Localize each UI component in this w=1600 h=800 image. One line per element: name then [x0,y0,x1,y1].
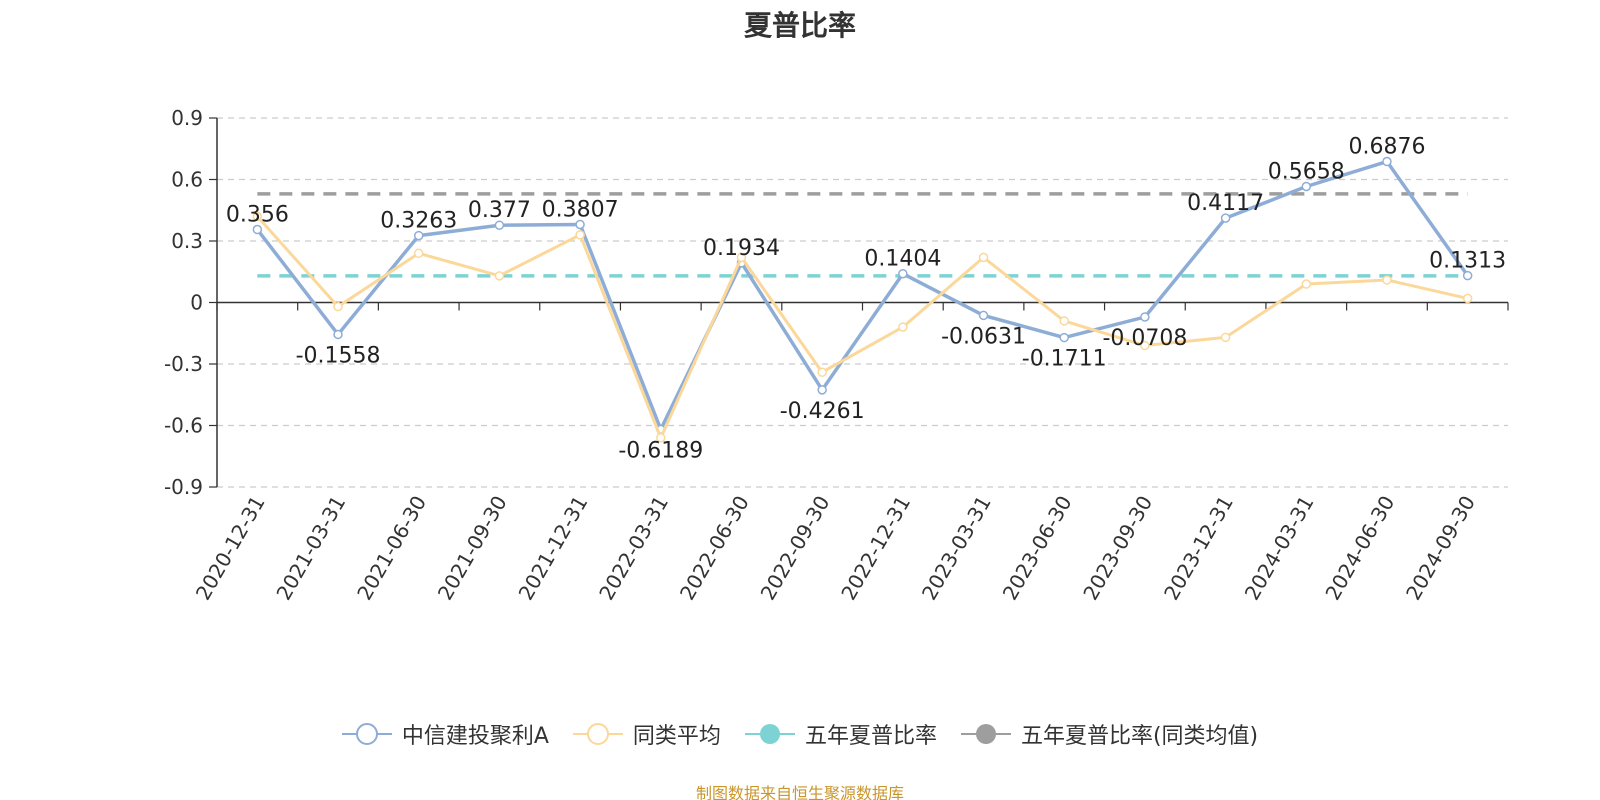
peer-avg-series-point [1382,275,1392,285]
peer-avg-series-point [1462,293,1473,304]
y-tick-label: -0.6 [164,414,203,438]
peer-avg-series-point [413,248,424,259]
peer-avg-series-point [1301,279,1312,289]
fund-series-point [333,329,343,340]
peer-avg-series-point [333,301,343,312]
y-tick-label: 0 [190,291,203,315]
x-tick-label: 2024-09-30 [1401,492,1480,605]
peer-avg-series-point [1220,332,1231,343]
y-tick-label: 0.3 [171,229,203,253]
fund-series-point [1462,270,1473,281]
fund-series-point [575,219,585,230]
data-label: 0.5658 [1268,160,1345,185]
y-tick-label: -0.3 [164,352,203,376]
data-label: -0.4261 [780,399,865,424]
peer-avg-series-point [252,211,263,222]
legend-label-peer-avg: 同类平均 [632,724,721,749]
data-label: 0.1934 [703,236,780,261]
legend-line-circle-icon [341,723,392,745]
y-tick-label: -0.9 [164,475,203,499]
data-label: 0.1404 [864,247,941,272]
fund-series-point [494,220,505,230]
legend: 中信建投聚利A 同类平均 五年夏普比率 五年夏普比率(同类均值) [0,718,1600,750]
x-tick-label: 2022-12-31 [836,492,915,605]
x-tick-label: 2023-12-31 [1159,492,1238,605]
legend-label-five-year-peer: 五年夏普比率(同类均值) [1020,724,1259,749]
legend-item-five-year[interactable]: 五年夏普比率 [744,718,937,750]
peer-avg-series-point [1059,316,1069,326]
x-tick-label: 2022-09-30 [756,492,835,605]
x-tick-label: 2021-12-31 [514,492,593,605]
data-label: -0.1558 [296,343,381,368]
fund-series-point [413,230,424,241]
peer-avg-series-point [898,322,908,332]
fund-series-point [1140,312,1150,322]
legend-item-peer-avg[interactable]: 同类平均 [572,718,721,750]
peer-avg-series-point [656,433,666,443]
data-label: 0.1313 [1429,249,1506,274]
x-tick-label: 2022-06-30 [675,492,754,605]
peer-avg-series-line [256,215,1468,440]
y-tick-label: 0.9 [171,106,203,130]
fund-series-point [1382,156,1392,167]
data-label: -0.0631 [941,324,1026,349]
peer-avg-series-point [1140,340,1150,351]
x-tick-label: 2021-09-30 [433,492,512,605]
fund-series-point [1301,181,1312,192]
x-tick-label: 2021-06-30 [352,492,431,605]
x-tick-label: 2023-09-30 [1078,492,1157,605]
legend-label-fund: 中信建投聚利A [401,724,549,749]
peer-avg-series-point [494,271,505,281]
data-label: -0.1711 [1022,347,1107,372]
peer-avg-series-point [736,252,747,263]
legend-line-dot-icon [744,724,795,744]
source-note: 制图数据来自恒生聚源数据库 [695,784,904,800]
fund-series-line [255,159,1470,432]
y-tick-label: 0.6 [171,168,203,192]
x-tick-label: 2024-06-30 [1320,492,1399,605]
fund-series-point [1059,332,1069,343]
x-tick-label: 2022-03-31 [594,492,673,605]
data-label: 0.3263 [380,209,457,234]
fund-series-point [978,310,989,321]
legend-item-fund[interactable]: 中信建投聚利A [341,718,549,750]
legend-item-five-year-peer[interactable]: 五年夏普比率(同类均值) [960,718,1259,750]
peer-avg-series-point [575,230,585,240]
legend-line-dot-icon [960,724,1011,744]
fund-series-point [898,268,908,279]
data-label: 0.4117 [1187,191,1264,216]
legend-label-five-year: 五年夏普比率 [804,724,937,749]
data-label: -0.0708 [1102,326,1187,351]
data-label: 0.356 [226,203,289,228]
peer-avg-series-point [817,367,827,377]
x-tick-label: 2023-06-30 [998,492,1077,605]
x-tick-label: 2023-03-31 [917,492,996,605]
fund-series-point [252,224,263,235]
data-label: -0.6189 [618,438,703,463]
data-label: 0.6876 [1348,135,1425,160]
x-tick-label: 2024-03-31 [1240,492,1319,605]
peer-avg-series-point [978,252,989,263]
x-tick-label: 2021-03-31 [271,492,350,605]
x-tick-label: 2020-12-31 [191,492,270,605]
legend-line-circle-icon [572,723,623,745]
data-label: 0.3807 [542,197,619,222]
fund-series-point [817,385,827,395]
fund-series-point [1220,213,1231,223]
chart-title: 夏普比率 [743,9,856,42]
data-label: 0.377 [468,198,531,223]
